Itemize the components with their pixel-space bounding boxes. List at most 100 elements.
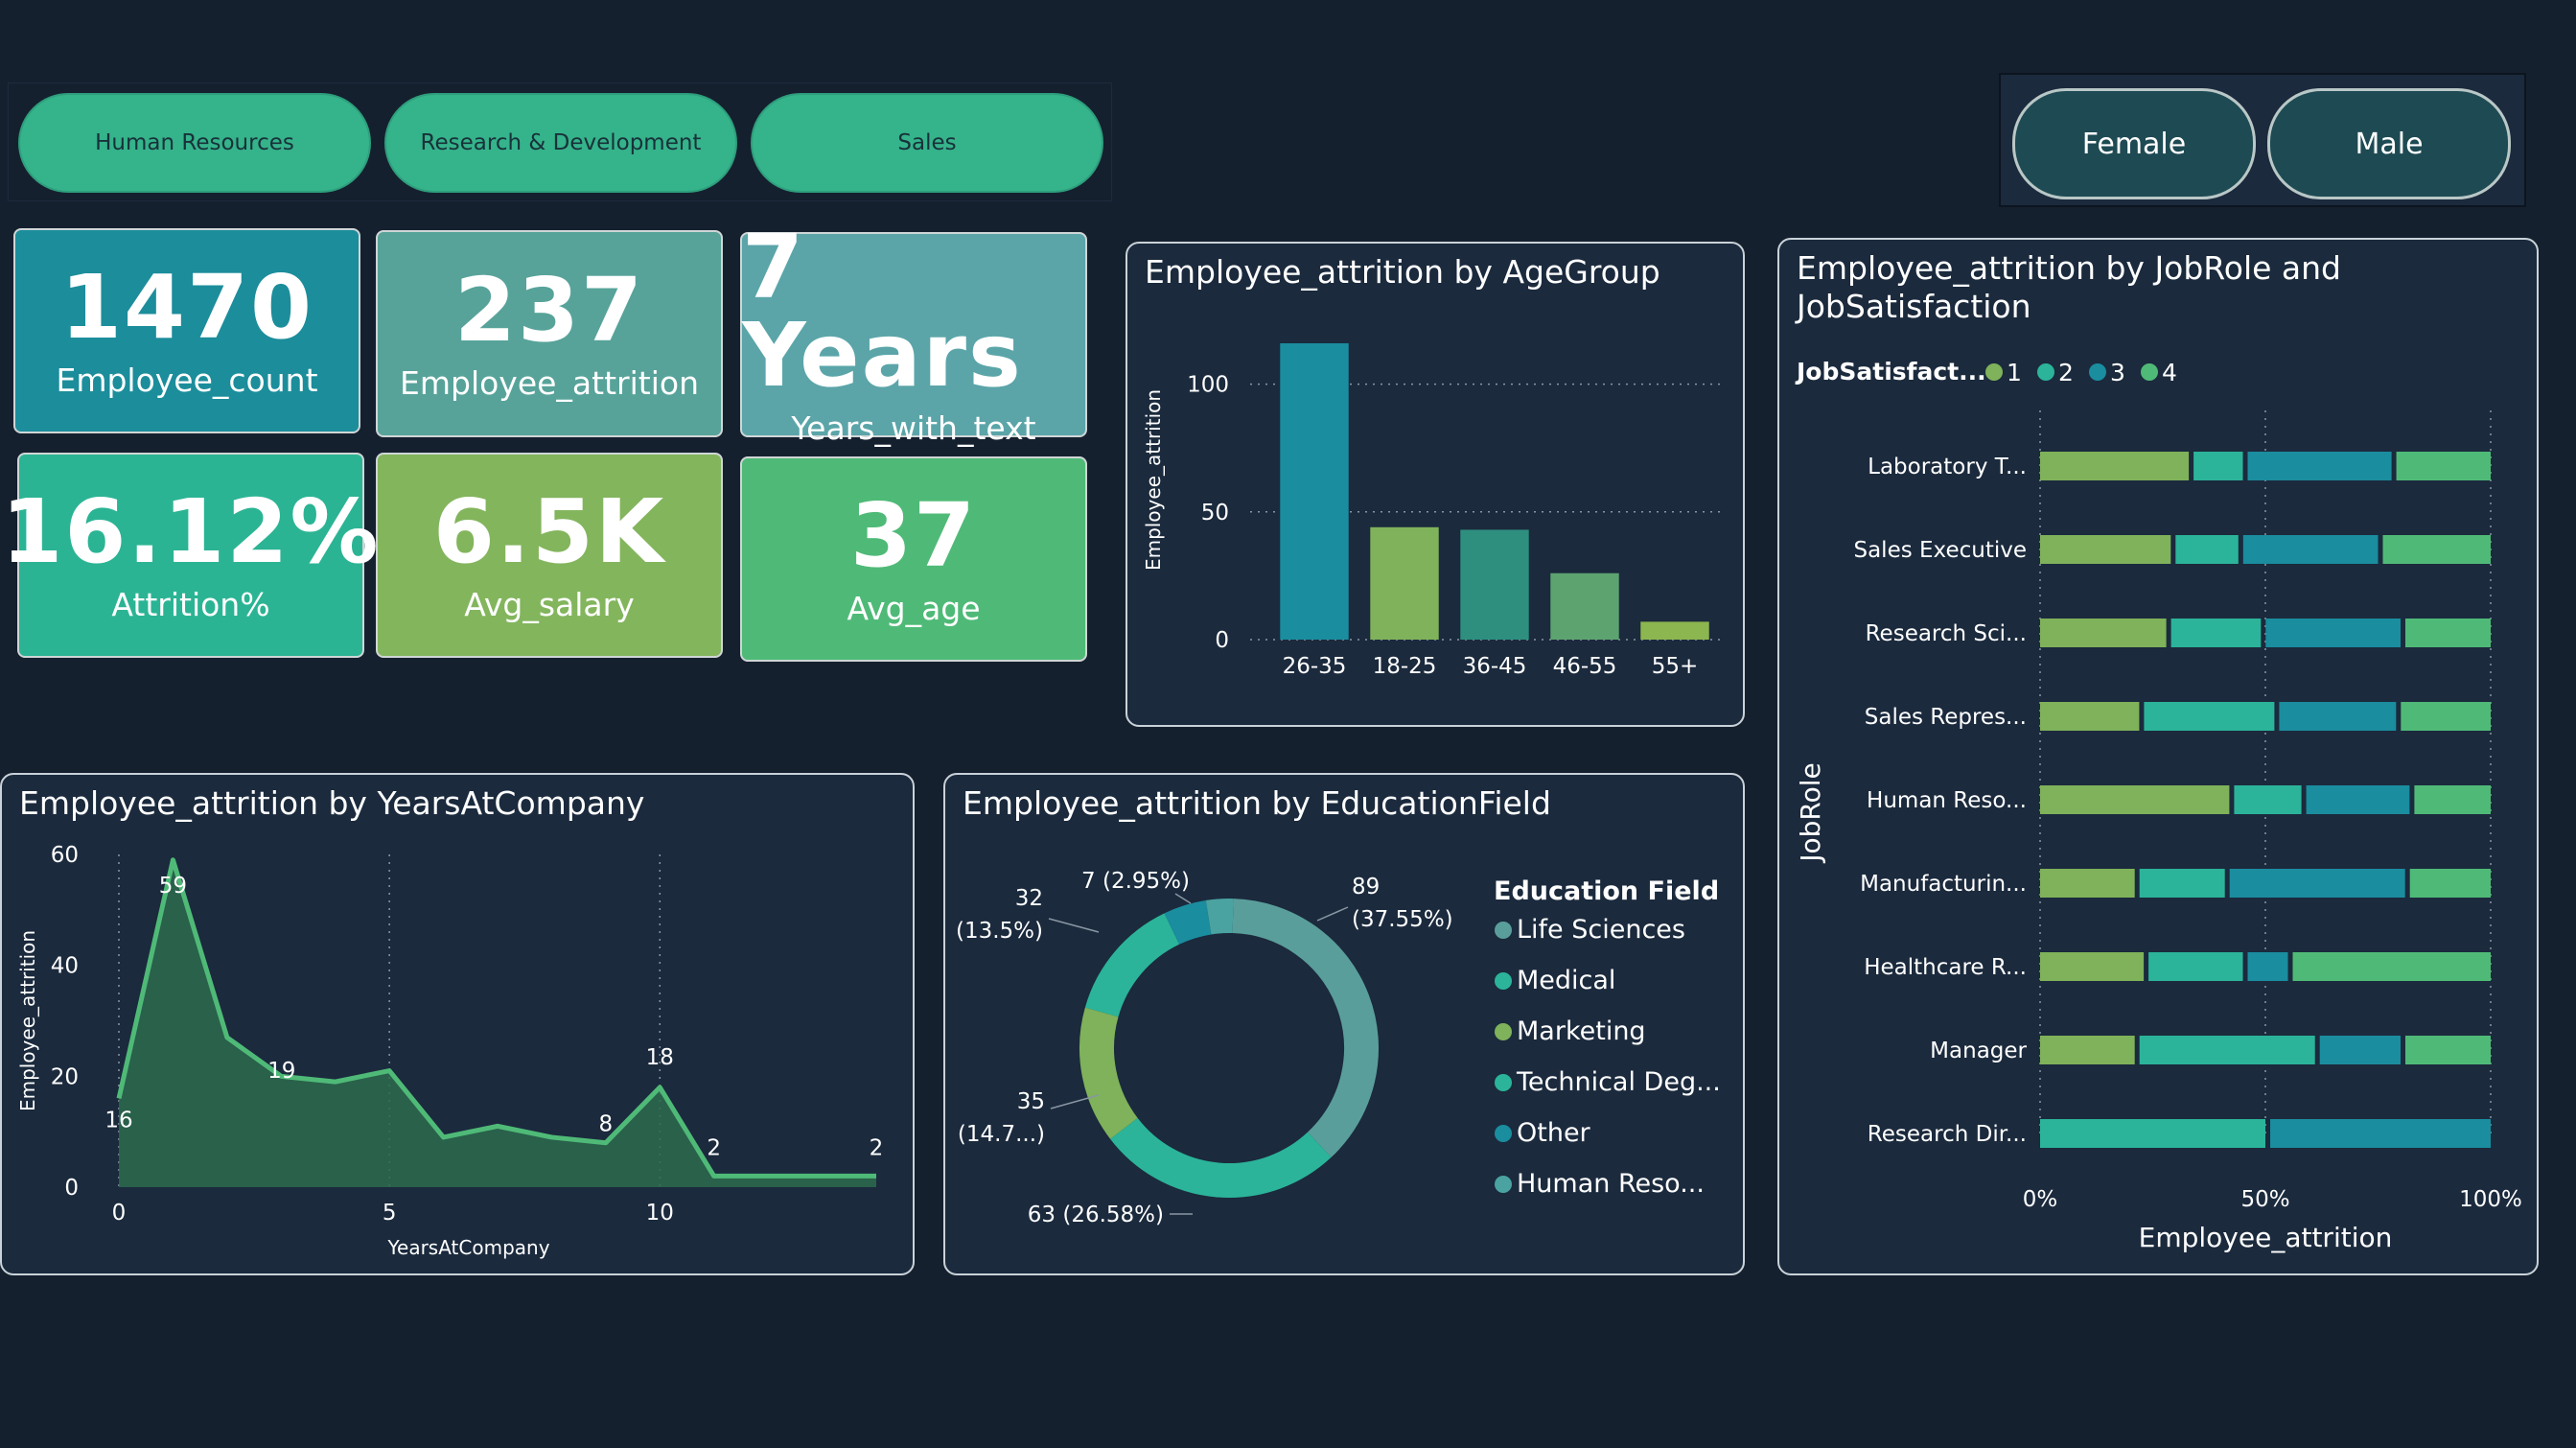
y-tick-label: Healthcare R... (1864, 955, 2027, 980)
bar-segment (2319, 1036, 2401, 1064)
bar-segment (2040, 702, 2140, 731)
data-label: 63 (26.58%) (1028, 1203, 1164, 1227)
slicer-human-resources-button[interactable]: Human Resources (18, 93, 371, 193)
y-tick-label: Manufacturin... (1860, 872, 2027, 897)
bar-segment (2270, 1119, 2491, 1148)
bar (1640, 621, 1709, 640)
legend-marker (1985, 363, 2003, 381)
kpi-value: 7 Years (742, 215, 1023, 407)
data-label: (13.5%) (956, 919, 1043, 944)
bar-segment (2405, 1036, 2491, 1064)
legend-marker (1495, 1074, 1512, 1091)
bar-segment (2405, 619, 2491, 647)
data-label: 16 (104, 1108, 132, 1133)
x-tick-label: 46-55 (1553, 654, 1617, 679)
bar-segment (2040, 535, 2171, 564)
kpi-value: 1470 (59, 255, 314, 359)
donut-slice (1079, 1007, 1138, 1139)
chart-title: Employee_attrition by EducationField (963, 784, 1551, 822)
bar-segment (2401, 702, 2491, 731)
bar-segment (2040, 785, 2230, 814)
y-tick-label: 0 (64, 1176, 79, 1201)
y-tick-label: Research Sci... (1866, 621, 2027, 646)
x-tick-label: 0% (2023, 1187, 2058, 1212)
bar-segment (2040, 952, 2145, 981)
legend-item: Other (1517, 1118, 1591, 1148)
data-label: 2 (707, 1135, 721, 1160)
donut-slice (1232, 899, 1379, 1157)
bar-segment (2382, 535, 2491, 564)
series-line (116, 857, 876, 1179)
kpi-value: 16.12% (1, 479, 381, 583)
kpi-label: Years_with_text (791, 409, 1036, 447)
legend-item: 3 (2110, 359, 2125, 386)
x-tick-label: 26-35 (1283, 654, 1347, 679)
x-tick-label: 36-45 (1463, 654, 1527, 679)
y-axis-label: Employee_attrition (16, 930, 39, 1111)
kpi-value: 6.5K (432, 479, 666, 583)
slicer-male-button[interactable]: Male (2267, 88, 2511, 199)
x-tick-label: 50% (2240, 1187, 2289, 1212)
y-tick-label: Sales Executive (1853, 538, 2027, 563)
bar-segment (2229, 869, 2405, 898)
legend-item: Marketing (1517, 1016, 1646, 1046)
kpi-years-with-text-card: 7 Years Years_with_text (740, 222, 1087, 447)
leader-line (1174, 893, 1192, 904)
bar (1460, 529, 1529, 640)
x-tick-label: 5 (383, 1201, 397, 1226)
kpi-label: Employee_count (56, 361, 318, 399)
education-field-chart-panel: Employee_attrition by EducationField 89 (… (943, 773, 1745, 1275)
legend-marker (1495, 922, 1512, 939)
data-label: 2 (870, 1135, 884, 1160)
slicer-sales-button[interactable]: Sales (751, 93, 1103, 193)
bar-segment (2040, 452, 2190, 480)
bar-segment (2040, 1119, 2265, 1148)
x-tick-label: 18-25 (1373, 654, 1437, 679)
kpi-employee-count-card: 1470 Employee_count (13, 228, 360, 433)
legend-marker (1495, 1023, 1512, 1040)
bar-segment (2193, 452, 2243, 480)
bar-segment (2409, 869, 2491, 898)
years-at-company-area-chart: 0 5 10 0 20 40 60 Employee_attrition YearsAtComp… (16, 843, 884, 1259)
kpi-value: 37 (849, 483, 978, 587)
bar-segment (2396, 452, 2491, 480)
leader-line (1050, 1094, 1100, 1109)
legend-item: 4 (2162, 359, 2177, 386)
legend-item: Life Sciences (1517, 915, 1685, 945)
leader-line (1048, 918, 1100, 933)
data-label: 35 (1017, 1089, 1045, 1114)
y-tick-label: 40 (51, 954, 79, 979)
bar-segment (2414, 785, 2491, 814)
slicer-female-button[interactable]: Female (2012, 88, 2256, 199)
legend-marker (1495, 1125, 1512, 1142)
chart-title: Employee_attrition by JobRole and JobSat… (1797, 249, 2341, 325)
bar-segment (2040, 869, 2135, 898)
bar-segment (2279, 702, 2397, 731)
y-tick-label: 50 (1201, 501, 1229, 525)
kpi-label: Employee_attrition (400, 363, 699, 402)
bar-segment (2306, 785, 2410, 814)
leader-line (1316, 906, 1349, 922)
bar (1550, 572, 1619, 640)
legend-title: Education Field (1494, 876, 1719, 906)
y-tick-label: 100 (1187, 373, 1229, 398)
data-label: 32 (1015, 886, 1043, 911)
legend-title: JobSatisfact... (1795, 358, 1986, 385)
slicer-research-development-button[interactable]: Research & Development (384, 93, 737, 193)
y-tick-label: 0 (1215, 628, 1229, 653)
donut-slice (1110, 1117, 1332, 1198)
bar-segment (2148, 952, 2243, 981)
data-label: 89 (1352, 875, 1380, 899)
bar-segment (2242, 535, 2379, 564)
legend-item: 1 (2007, 359, 2022, 386)
jobrole-chart-panel: Employee_attrition by JobRole and JobSat… (1777, 238, 2539, 1275)
y-tick-label: Research Dir... (1868, 1122, 2027, 1147)
legend-marker (2089, 363, 2106, 381)
data-label: 18 (646, 1045, 674, 1070)
donut-slice (1164, 899, 1212, 946)
legend-item: 2 (2058, 359, 2074, 386)
x-axis-label: YearsAtCompany (386, 1236, 549, 1259)
y-tick-label: Sales Repres... (1865, 705, 2027, 730)
y-tick-label: 60 (51, 843, 79, 868)
years-at-company-chart-panel: Employee_attrition by YearsAtCompany 0 5 1… (0, 773, 915, 1275)
